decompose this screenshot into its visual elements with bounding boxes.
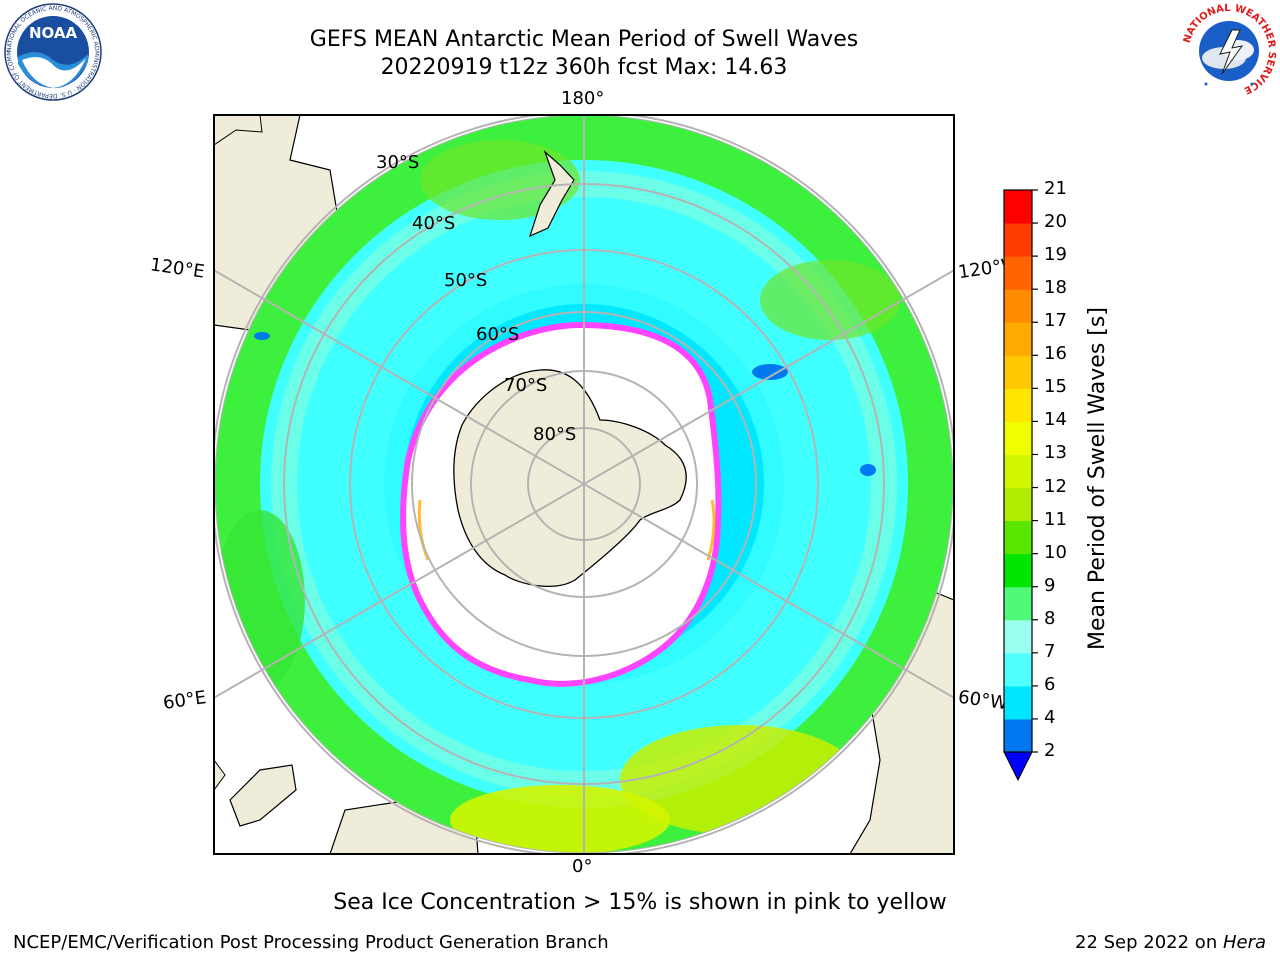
colorbar-tick-label: 2	[1044, 740, 1056, 761]
chart-subtitle: 20220919 t12z 360h fcst Max: 14.63	[380, 55, 788, 80]
australia-land-2	[214, 115, 263, 146]
footer-credit: NCEP/EMC/Verification Post Processing Pr…	[13, 932, 609, 953]
colorbar-tick-label: 7	[1044, 640, 1056, 662]
colorbar-segment	[1004, 487, 1032, 522]
madagascar-land	[229, 764, 297, 827]
colorbar-segment	[1004, 355, 1032, 389]
footer-date-text: 22 Sep 2022 on	[1075, 932, 1223, 953]
sea-ice-caption: Sea Ice Concentration > 15% is shown in …	[333, 890, 947, 915]
lat-label-70s: 70°S	[504, 375, 548, 396]
colorbar-label: Mean Period of Swell Waves [s]	[1085, 307, 1110, 650]
lat-label-80s: 80°S	[533, 424, 577, 445]
colorbar-tick-label: 17	[1044, 310, 1067, 332]
lat-label-60s: 60°S	[476, 324, 520, 345]
lat-label-30s: 30°S	[376, 152, 420, 173]
lon-label-180: 180°	[561, 88, 605, 109]
colorbar	[1003, 189, 1038, 782]
colorbar-tick-label: 8	[1044, 607, 1056, 629]
colorbar-tick-label: 14	[1044, 409, 1067, 431]
colorbar-segment	[1004, 322, 1032, 356]
polar-map	[213, 114, 955, 855]
colorbar-tick-label: 19	[1044, 244, 1067, 266]
colorbar-segment	[1004, 619, 1032, 654]
colorbar-segment	[1004, 685, 1032, 720]
colorbar-tick-label: 21	[1044, 178, 1067, 199]
colorbar-tick-label: 11	[1044, 508, 1067, 530]
colorbar-tick-label: 15	[1044, 376, 1067, 398]
noaa-logo-text: NOAA	[29, 24, 78, 42]
lon-label-60e: 60°E	[161, 687, 208, 714]
new-zealand-land	[529, 150, 575, 238]
lon-label-120e: 120°E	[148, 254, 206, 283]
colorbar-segment	[1004, 421, 1032, 455]
colorbar-tick-label: 9	[1044, 574, 1056, 596]
lon-label-0: 0°	[572, 856, 593, 877]
colorbar-segment	[1004, 190, 1032, 224]
colorbar-extend-min	[1003, 751, 1033, 782]
colorbar-segment	[1004, 388, 1032, 422]
colorbar-tick-label: 16	[1044, 343, 1067, 365]
colorbar-segment	[1004, 256, 1032, 290]
colorbar-tick-label: 12	[1044, 475, 1067, 497]
antarctica-land	[453, 369, 687, 587]
footer-date: 22 Sep 2022 on Hera	[1075, 932, 1266, 953]
colorbar-segment	[1004, 652, 1032, 687]
colorbar-segment	[1004, 454, 1032, 489]
colorbar-segment	[1004, 718, 1032, 753]
colorbar-tick-label: 4	[1044, 706, 1056, 728]
chart-title: GEFS MEAN Antarctic Mean Period of Swell…	[309, 27, 859, 52]
colorbar-tick-label: 6	[1044, 673, 1056, 695]
southern-africa-land	[214, 759, 226, 791]
colorbar-tick-label: 10	[1044, 541, 1067, 563]
lat-label-50s: 50°S	[444, 270, 488, 291]
colorbar-segment	[1004, 289, 1032, 323]
colorbar-tick-label: 13	[1044, 442, 1067, 464]
graticule	[214, 115, 954, 854]
footer-host: Hera	[1222, 932, 1266, 953]
colorbar-segment	[1004, 223, 1032, 257]
lat-label-40s: 40°S	[412, 213, 456, 234]
colorbar-tick-label: 18	[1044, 277, 1067, 299]
colorbar-segment	[1004, 586, 1032, 621]
noaa-logo-icon: NATIONAL OCEANIC AND ATMOSPHERIC ADMINIS…	[2, 2, 102, 101]
colorbar-segment	[1004, 553, 1032, 588]
colorbar-frame	[1003, 189, 1033, 753]
colorbar-tick-label: 20	[1044, 211, 1067, 233]
nws-logo-icon: NATIONAL WEATHER SERVICE	[1182, 3, 1277, 98]
colorbar-segment	[1004, 520, 1032, 555]
